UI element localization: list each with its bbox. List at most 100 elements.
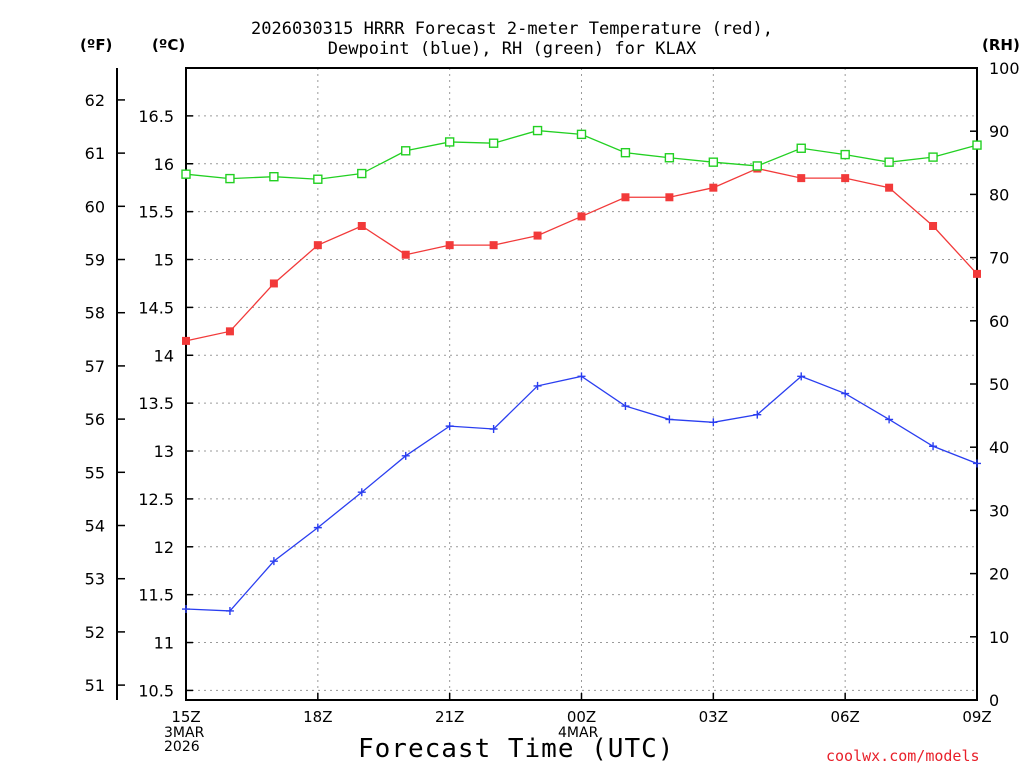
rh-tick-label: 30 [989, 501, 1009, 520]
x-axis-title: Forecast Time (UTC) [358, 734, 675, 764]
temperature-point [577, 212, 586, 221]
fahrenheit-tick-label: 53 [85, 570, 105, 589]
celsius-tick-label: 11 [154, 634, 174, 653]
celsius-unit-label: (ºC) [152, 36, 186, 54]
celsius-tick-label: 12 [154, 538, 174, 557]
dewpoint-point [621, 402, 630, 411]
x-tick-label: 09Z [962, 708, 991, 726]
rh-tick-label: 20 [989, 565, 1009, 584]
temperature-point [182, 336, 190, 345]
dewpoint-point [973, 459, 981, 468]
celsius-tick-label: 12.5 [138, 490, 174, 509]
temperature-point [665, 193, 674, 202]
dewpoint-point [313, 523, 322, 532]
temperature-point [621, 193, 630, 202]
rh-unit-label: (RH) [982, 36, 1020, 54]
fahrenheit-tick-label: 60 [85, 197, 105, 216]
dewpoint-point [182, 605, 190, 614]
x-tick-label: 00Z [567, 708, 596, 726]
rh-point [620, 147, 631, 158]
fahrenheit-tick-label: 56 [85, 410, 105, 429]
celsius-tick-label: 16.5 [138, 107, 174, 126]
rh-point [313, 174, 323, 184]
temperature-point [797, 174, 806, 183]
temperature-point [313, 241, 322, 250]
dewpoint-point [357, 488, 366, 497]
celsius-tick-label: 14 [154, 346, 174, 365]
dewpoint-point [929, 442, 938, 451]
rh-point [225, 173, 235, 184]
dewpoint-point [269, 557, 278, 566]
fahrenheit-tick-label: 51 [85, 676, 105, 695]
temperature-point [973, 269, 981, 278]
rh-tick-label: 70 [989, 249, 1009, 268]
rh-point [928, 152, 938, 162]
dewpoint-point [401, 451, 410, 460]
chart-title-line-2: Dewpoint (blue), RH (green) for KLAX [327, 39, 697, 59]
temperature-point [885, 183, 894, 192]
temperature-point [709, 183, 718, 192]
dewpoint-point [445, 422, 454, 431]
rh-tick-label: 40 [989, 438, 1009, 457]
dewpoint-point [753, 410, 762, 419]
rh-tick-label: 90 [989, 122, 1009, 141]
fahrenheit-tick-label: 58 [85, 304, 105, 323]
rh-tick-label: 60 [989, 312, 1009, 331]
x-tick-label: 21Z [435, 708, 464, 726]
temperature-point [841, 174, 850, 183]
temperature-point [401, 250, 410, 259]
temperature-point [225, 327, 234, 336]
start-date-month: 3MAR [164, 725, 205, 741]
temperature-point [445, 241, 454, 250]
dewpoint-point [225, 606, 234, 615]
fahrenheit-tick-label: 59 [85, 251, 105, 270]
rh-point [269, 172, 279, 182]
celsius-tick-label: 16 [154, 155, 174, 174]
x-tick-label: 15Z [171, 708, 200, 726]
rh-point [576, 129, 587, 140]
rh-point [664, 153, 675, 163]
celsius-tick-label: 14.5 [138, 298, 174, 317]
rh-tick-label: 10 [989, 628, 1009, 647]
fahrenheit-tick-label: 52 [85, 623, 105, 642]
temperature-point [489, 241, 498, 250]
temperature-point [929, 222, 938, 230]
rh-point [840, 149, 850, 160]
rh-tick-label: 80 [989, 185, 1009, 204]
rh-point [796, 143, 806, 153]
x-tick-label: 06Z [830, 708, 859, 726]
dewpoint-point [533, 381, 542, 390]
plot-frame [185, 67, 978, 701]
temperature-point [269, 279, 278, 288]
dewpoint-point [489, 425, 498, 434]
dewpoint-point [797, 372, 806, 381]
fahrenheit-tick-label: 54 [85, 517, 105, 536]
celsius-tick-label: 10.5 [138, 681, 174, 700]
rh-point [532, 125, 543, 136]
rh-point [752, 161, 762, 171]
fahrenheit-unit-label: (ºF) [80, 36, 113, 54]
celsius-tick-label: 13 [154, 442, 174, 461]
start-date-year: 2026 [164, 739, 200, 755]
rh-point [444, 137, 455, 147]
rh-point [488, 138, 499, 148]
temperature-point [533, 231, 542, 240]
rh-point [401, 146, 411, 156]
rh-point [972, 140, 982, 150]
fahrenheit-tick-label: 61 [85, 144, 105, 163]
celsius-tick-label: 15.5 [138, 203, 174, 222]
rh-point [884, 157, 894, 167]
watermark-link[interactable]: coolwx.com/models [826, 747, 980, 765]
dewpoint-point [577, 372, 586, 381]
dewpoint-point [841, 389, 850, 398]
midnight-date-label: 4MAR [558, 725, 599, 741]
dewpoint-point [885, 415, 894, 424]
temperature-point [357, 222, 366, 230]
celsius-tick-label: 15 [154, 251, 174, 270]
dewpoint-point [709, 418, 718, 427]
fahrenheit-tick-label: 55 [85, 463, 105, 482]
celsius-tick-label: 13.5 [138, 394, 174, 413]
rh-tick-label: 0 [989, 691, 999, 710]
fahrenheit-tick-label: 57 [85, 357, 105, 376]
